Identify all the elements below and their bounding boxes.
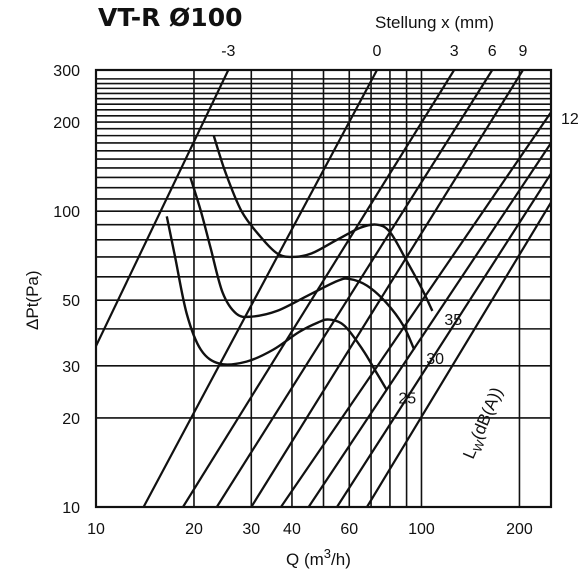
x-tick-label: 40 bbox=[283, 521, 301, 538]
noise-level-label: LW(dB(A)) bbox=[459, 385, 509, 463]
x-axis-label: Q (m3/h) bbox=[286, 546, 351, 569]
setting-line bbox=[182, 69, 456, 508]
setting-line bbox=[215, 69, 494, 508]
setting-line bbox=[142, 69, 378, 508]
setting-line bbox=[366, 201, 552, 508]
x-tick-label: 20 bbox=[185, 521, 203, 538]
y-tick-label: 30 bbox=[62, 359, 80, 376]
x-tick-label: 100 bbox=[408, 521, 435, 538]
x-tick-label: 30 bbox=[242, 521, 260, 538]
x-tick-label: 10 bbox=[87, 521, 105, 538]
x-tick-labels: 10 20 30 40 60 100 200 bbox=[87, 521, 533, 538]
setting-tick-label: -3 bbox=[221, 43, 235, 60]
y-axis-label: ΔPt(Pa) bbox=[23, 270, 42, 330]
series-labels: 35 30 25 bbox=[398, 312, 462, 407]
setting-line bbox=[336, 172, 552, 508]
grid-lines bbox=[96, 70, 551, 507]
setting-tick-label: 3 bbox=[450, 43, 459, 60]
noise-curve-30 bbox=[189, 177, 416, 351]
setting-axis-label: Stellung x (mm) bbox=[375, 13, 494, 32]
setting-tick-label: 6 bbox=[488, 43, 497, 60]
x-tick-label: 200 bbox=[506, 521, 533, 538]
setting-line bbox=[95, 69, 230, 347]
series-label-25: 25 bbox=[398, 390, 416, 407]
y-tick-label: 20 bbox=[62, 411, 80, 428]
noise-curve-25 bbox=[165, 216, 388, 390]
noise-curve-35 bbox=[212, 135, 434, 312]
series-label-30: 30 bbox=[426, 351, 444, 368]
x-tick-label: 60 bbox=[340, 521, 358, 538]
y-tick-label: 200 bbox=[53, 115, 80, 132]
y-tick-labels: 10 20 30 50 100 200 300 bbox=[53, 63, 80, 517]
setting-line bbox=[250, 69, 524, 508]
y-tick-label: 100 bbox=[53, 204, 80, 221]
setting-lines bbox=[95, 69, 552, 508]
setting-line bbox=[307, 142, 552, 508]
y-tick-label: 50 bbox=[62, 293, 80, 310]
setting-line bbox=[280, 111, 552, 508]
setting-tick-label: 9 bbox=[518, 43, 527, 60]
setting-tick-label: 12 bbox=[561, 111, 579, 128]
plot-frame bbox=[94, 68, 553, 509]
series-label-35: 35 bbox=[444, 312, 462, 329]
setting-tick-label: 0 bbox=[373, 43, 382, 60]
y-tick-label: 10 bbox=[62, 500, 80, 517]
chart-title: VT-R Ø100 bbox=[98, 3, 243, 32]
y-tick-label: 300 bbox=[53, 63, 80, 80]
noise-curves bbox=[165, 135, 434, 390]
setting-tick-labels: -3 0 3 6 9 12 bbox=[221, 43, 579, 128]
